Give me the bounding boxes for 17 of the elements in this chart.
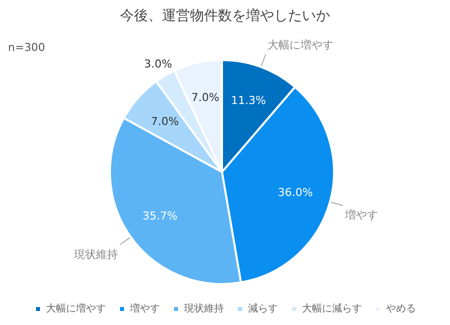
data-label: 35.7% bbox=[142, 210, 178, 223]
chart-title: 今後、運営物件数を増やしたいか bbox=[120, 7, 330, 24]
legend-label: 大幅に増やす bbox=[46, 302, 106, 314]
legend-label: 増やす bbox=[129, 302, 160, 314]
data-label: 11.3% bbox=[230, 94, 266, 108]
slice-label: 現状維持 bbox=[74, 248, 118, 261]
legend-label: 大幅に減らす bbox=[302, 302, 362, 314]
slice-label: 大幅に増やす bbox=[268, 38, 334, 52]
legend-label: やめる bbox=[386, 304, 416, 314]
data-label: 7.0% bbox=[150, 115, 179, 128]
legend-label: 現状維持 bbox=[184, 302, 224, 314]
data-label: 36.0% bbox=[278, 186, 313, 199]
text: n=300 bbox=[8, 41, 46, 54]
data-label: 7.0% bbox=[191, 91, 220, 104]
slice-label: 増やす bbox=[344, 208, 378, 222]
legend-label: 減らす bbox=[248, 302, 278, 314]
data-label: 3.0% bbox=[144, 58, 172, 71]
